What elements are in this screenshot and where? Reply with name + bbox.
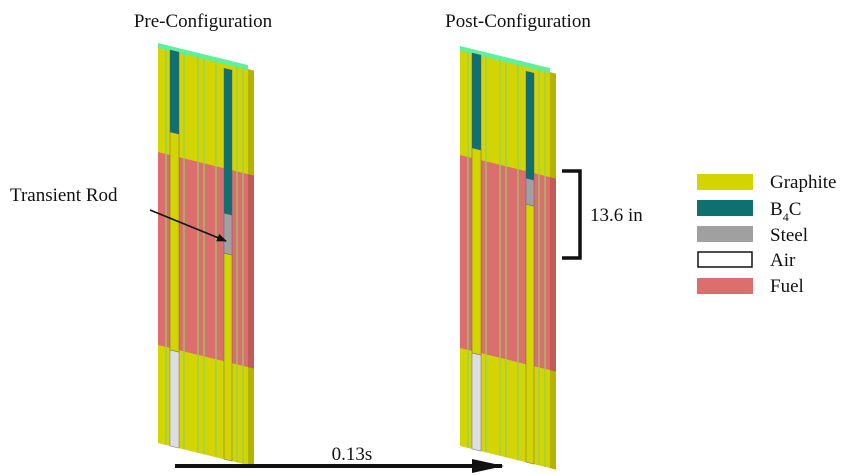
channel-segment xyxy=(224,68,232,215)
channel-segment xyxy=(170,50,179,134)
dimension-bracket xyxy=(562,171,580,258)
channel-segment xyxy=(472,53,481,150)
side-face-fuel xyxy=(248,174,254,368)
channel-segment xyxy=(170,132,179,352)
channel-segment xyxy=(224,253,232,461)
swatch-b4c xyxy=(697,200,753,216)
post-label: Post-Configuration xyxy=(445,11,591,32)
legend-label-base: B xyxy=(770,199,783,220)
swatch-graphite xyxy=(697,174,753,190)
post-assembly xyxy=(460,46,556,470)
legend: Graphite B4C Steel Air Fuel xyxy=(697,172,836,297)
legend-label: Graphite xyxy=(770,172,836,193)
channel-segment xyxy=(472,353,481,451)
figure: Pre-Configuration Post-Configuration Tra… xyxy=(0,0,848,475)
channel-segment xyxy=(224,213,232,255)
channel-segment xyxy=(526,178,534,206)
channel-segment xyxy=(526,204,534,464)
channel-segment xyxy=(170,350,179,448)
legend-label: Steel xyxy=(770,225,808,246)
pre-assembly xyxy=(158,43,254,467)
channel-segment xyxy=(472,148,481,355)
side-face-fuel xyxy=(550,177,556,371)
swatch-fuel xyxy=(697,278,753,294)
legend-label: B4C xyxy=(770,199,801,224)
swatch-steel xyxy=(697,226,753,242)
channel-segment xyxy=(526,71,534,180)
legend-label-rest: C xyxy=(789,199,802,220)
legend-label: Fuel xyxy=(770,276,804,297)
legend-label: Air xyxy=(770,250,796,271)
swatch-air xyxy=(698,252,752,267)
pre-label: Pre-Configuration xyxy=(134,11,273,32)
time-label: 0.13s xyxy=(332,444,373,465)
dimension-label: 13.6 in xyxy=(590,205,643,226)
transient-rod-label: Transient Rod xyxy=(10,185,118,206)
